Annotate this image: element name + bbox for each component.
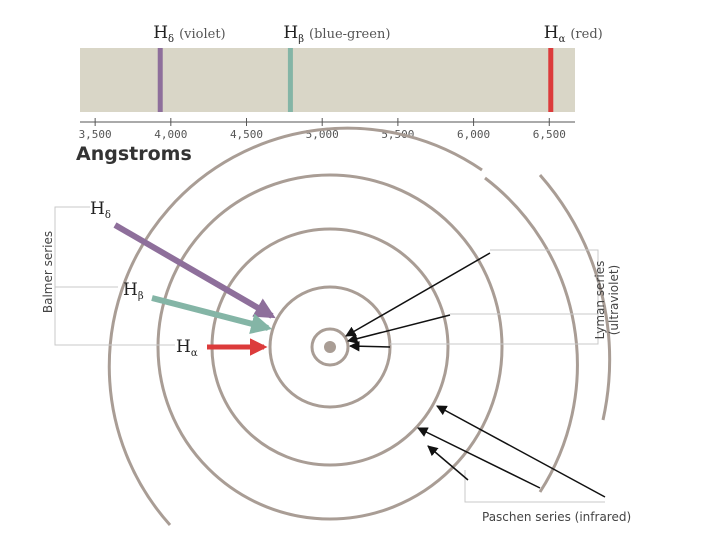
symbol: H bbox=[176, 337, 191, 357]
arrow-label: Hα bbox=[176, 337, 198, 359]
arrow bbox=[346, 314, 451, 344]
bracket bbox=[390, 249, 599, 345]
arrow bbox=[345, 252, 491, 337]
subscript: δ bbox=[105, 210, 111, 221]
orbit bbox=[107, 126, 483, 526]
subscript: α bbox=[559, 34, 566, 45]
balmer: Balmer series Hδ Hβ Hα bbox=[41, 199, 276, 359]
spectral-line bbox=[157, 48, 163, 112]
x-tick-label: 4,000 bbox=[154, 128, 187, 141]
line-label: Hα (red) bbox=[544, 23, 603, 45]
orbit bbox=[484, 176, 579, 493]
arrow bbox=[417, 427, 541, 489]
atom bbox=[107, 126, 612, 526]
subscript: β bbox=[138, 291, 144, 302]
subscript: β bbox=[298, 34, 304, 45]
spectrum-band bbox=[80, 48, 575, 112]
spectrum: Angstroms 3,500 4,000 4,500 5,000 5,500 6,000… bbox=[76, 23, 603, 165]
arrow bbox=[151, 295, 273, 334]
orbit bbox=[538, 174, 612, 421]
x-tick-label: 6,000 bbox=[457, 128, 490, 141]
arrow-label: Hβ bbox=[123, 280, 144, 302]
lyman: Lyman series (ultraviolet) bbox=[345, 249, 621, 352]
balmer-label: Balmer series bbox=[41, 231, 55, 313]
lyman-sublabel: (ultraviolet) bbox=[607, 265, 621, 336]
description: (red) bbox=[570, 27, 602, 42]
paschen-label: Paschen series (infrared) bbox=[482, 510, 631, 524]
symbol: H bbox=[90, 199, 105, 219]
arrow-label: Hδ bbox=[90, 199, 111, 221]
arrow bbox=[427, 445, 469, 481]
subscript: δ bbox=[168, 34, 174, 45]
orbit bbox=[156, 173, 504, 521]
bracket bbox=[54, 206, 175, 346]
description: (blue-green) bbox=[309, 27, 390, 42]
symbol: H bbox=[283, 23, 298, 43]
nucleus bbox=[324, 341, 336, 353]
subscript: α bbox=[191, 348, 198, 359]
paschen: Paschen series (infrared) bbox=[417, 405, 631, 524]
x-tick-label: 6,500 bbox=[533, 128, 566, 141]
arrow bbox=[436, 405, 606, 498]
description: (violet) bbox=[179, 27, 226, 42]
x-tick-label: 3,500 bbox=[79, 128, 112, 141]
lyman-label: Lyman series bbox=[593, 261, 607, 340]
arrow bbox=[348, 340, 391, 352]
spectral-line bbox=[548, 48, 554, 112]
spectral-line bbox=[287, 48, 293, 112]
symbol: H bbox=[544, 23, 559, 43]
symbol: H bbox=[123, 280, 138, 300]
axis-label: Angstroms bbox=[76, 143, 192, 165]
line-label: Hδ (violet) bbox=[153, 23, 225, 45]
arrow bbox=[113, 222, 276, 319]
bracket bbox=[464, 470, 605, 503]
orbit bbox=[310, 327, 350, 367]
line-label: Hβ (blue-green) bbox=[283, 23, 390, 45]
x-tick-label: 4,500 bbox=[230, 128, 263, 141]
symbol: H bbox=[153, 23, 168, 43]
